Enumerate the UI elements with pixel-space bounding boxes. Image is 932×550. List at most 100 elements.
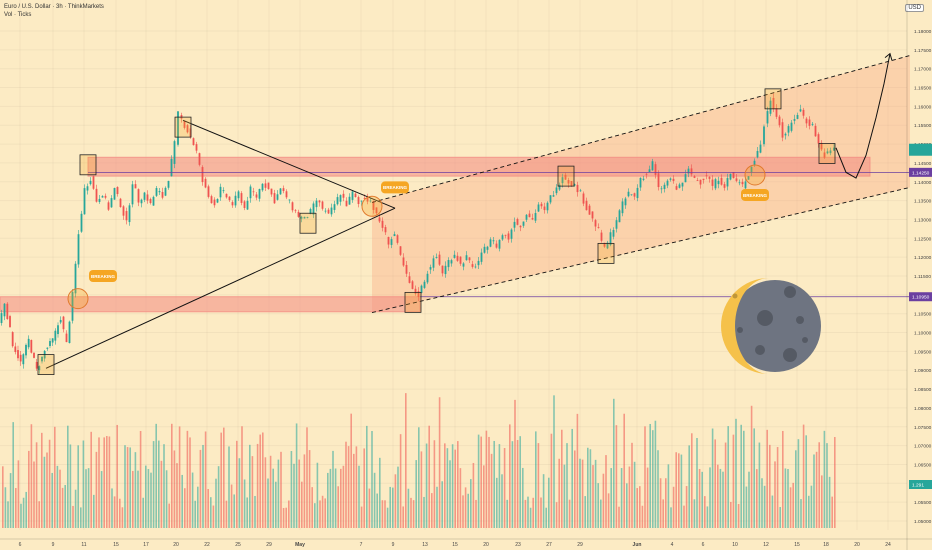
candle-body: [158, 191, 161, 193]
y-tick-label: 1.06500: [914, 462, 932, 468]
volume-bar: [150, 472, 152, 528]
volume-bar: [805, 435, 807, 528]
candle-body: [11, 332, 14, 347]
projection-curve: [835, 53, 891, 179]
candle-body: [396, 235, 399, 243]
volume-bar: [724, 442, 727, 528]
channel-upper-line: [371, 55, 911, 203]
volume-bar: [48, 439, 51, 528]
y-tick-label: 1.13500: [914, 199, 932, 205]
candle-body: [213, 199, 216, 206]
candles: [0, 93, 835, 374]
candle-body: [264, 183, 267, 188]
candle-body: [772, 97, 775, 109]
current-price-badge: [909, 143, 932, 156]
candle-body: [702, 178, 705, 181]
volume-bar: [12, 422, 14, 528]
breaking-callout-text: BREAKING: [91, 274, 116, 279]
candle-body: [591, 211, 594, 219]
candle-body: [240, 193, 243, 203]
volume-bar: [613, 398, 615, 528]
volume-bar: [568, 499, 571, 528]
candle-body: [594, 220, 597, 227]
volume-bar: [264, 457, 267, 528]
candle-body: [363, 197, 366, 199]
candle-body: [833, 147, 835, 151]
volume-bar: [555, 502, 558, 528]
candle-body: [778, 116, 781, 126]
price-badge-text: 1.14250: [912, 170, 930, 176]
volume-bar: [69, 444, 72, 528]
moon-crater: [757, 310, 773, 326]
candle-body: [570, 180, 573, 187]
volume-bar: [204, 431, 207, 528]
volume-bar: [267, 478, 269, 528]
volume-bar: [519, 436, 521, 528]
volume-bar: [87, 468, 90, 528]
volume-bar: [509, 424, 511, 528]
candle-body: [639, 177, 642, 188]
volume-bar: [436, 486, 438, 528]
volume-bar: [420, 451, 423, 528]
indicator-label: Vol · Ticks: [4, 12, 32, 18]
volume-bar: [693, 499, 696, 528]
candle-body: [447, 260, 450, 268]
currency-badge[interactable]: USD: [905, 4, 924, 12]
volume-bar: [451, 444, 454, 528]
volume-bar: [238, 458, 241, 528]
volume-bar: [444, 443, 446, 528]
moon-icon: [729, 280, 821, 372]
candle-body: [766, 111, 769, 124]
volume-bar: [535, 431, 537, 528]
volume-bar: [376, 493, 378, 528]
candle-body: [817, 134, 820, 144]
candle-body: [116, 187, 119, 195]
x-tick-label: May: [295, 542, 305, 548]
y-tick-label: 1.05500: [914, 500, 932, 506]
candle-body: [411, 281, 414, 289]
candle-body: [805, 118, 808, 124]
volume-bar: [191, 472, 194, 528]
moon-crater: [737, 327, 743, 333]
volume-bar: [95, 451, 98, 528]
volume-bar: [259, 434, 261, 528]
candle-body: [552, 195, 555, 197]
volume-bar: [38, 501, 40, 528]
volume-bar: [405, 393, 407, 528]
candle-body: [465, 255, 468, 261]
volume-bar: [397, 466, 399, 528]
candle-body: [276, 194, 279, 200]
candle-body: [417, 291, 420, 297]
candle-body: [297, 211, 300, 217]
candle-body: [621, 201, 624, 214]
candle-body: [177, 111, 179, 145]
volume-bar: [620, 468, 623, 528]
volume-bar: [529, 507, 532, 528]
volume-bar: [355, 446, 358, 528]
candle-body: [285, 191, 288, 198]
y-tick-label: 1.16000: [914, 104, 932, 110]
breakout-circle: [361, 195, 383, 217]
volume-bar: [449, 460, 451, 528]
volume-bar: [698, 468, 701, 528]
volume-bar: [254, 495, 256, 528]
volume-bar: [464, 487, 467, 528]
x-tick-label: 22: [204, 542, 210, 548]
volume-bar: [15, 488, 17, 528]
moon-crater: [796, 316, 804, 324]
candle-body: [561, 177, 564, 184]
candle-body: [480, 252, 483, 262]
candle-body: [612, 229, 615, 237]
volume-bar: [633, 461, 636, 528]
volume-bar: [363, 448, 365, 528]
highlight-box: [79, 154, 97, 176]
candle-body: [318, 200, 321, 203]
volume-bar: [683, 505, 685, 528]
candle-body: [759, 144, 762, 153]
volume-bar: [659, 478, 662, 528]
volume-bar: [9, 473, 12, 528]
volume-bar: [392, 487, 394, 528]
candle-body: [228, 196, 231, 201]
